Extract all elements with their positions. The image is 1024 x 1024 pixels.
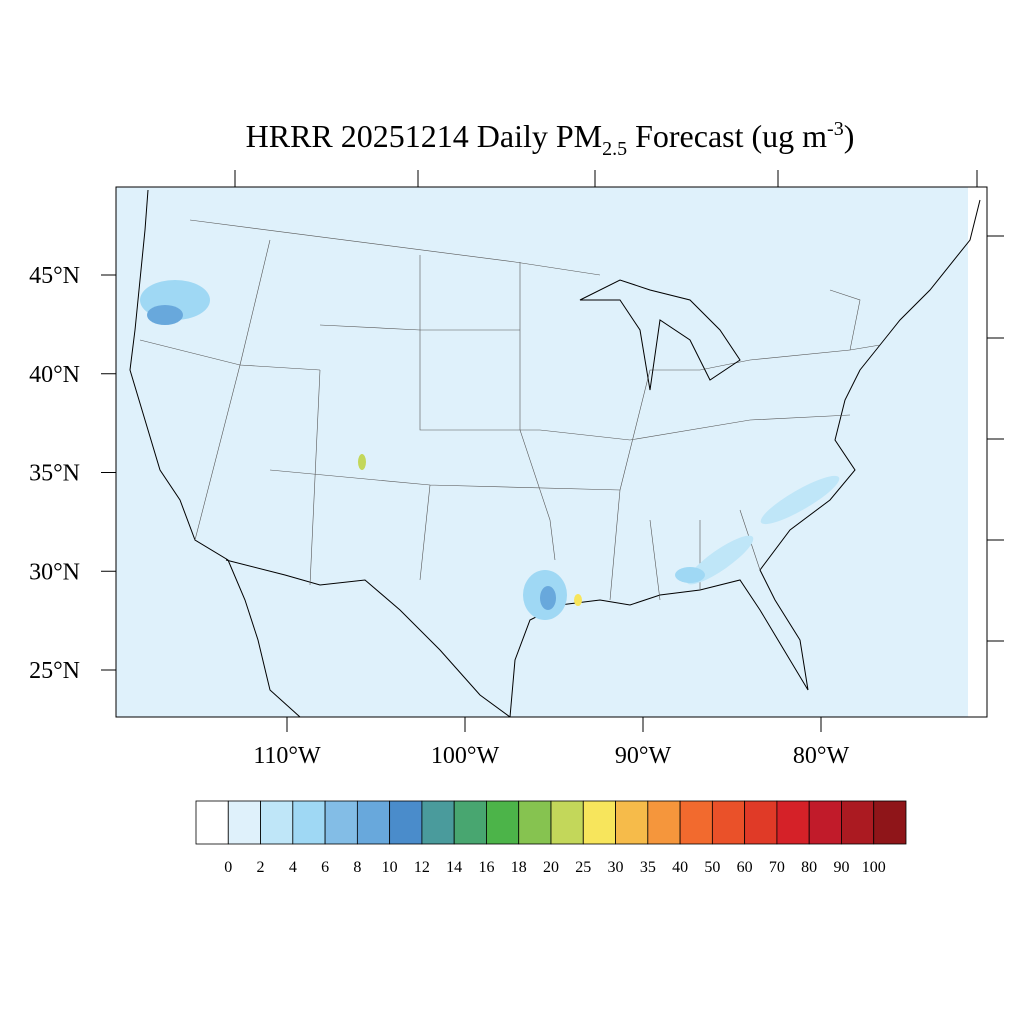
colorbar-box <box>518 800 552 845</box>
colorbar-box <box>260 800 294 845</box>
colorbar-label: 0 <box>224 859 232 876</box>
colorbar-box <box>195 800 229 845</box>
colorbar-label: 60 <box>737 859 753 876</box>
colorbar-label: 70 <box>769 859 785 876</box>
colorbar-label: 50 <box>704 859 720 876</box>
colorbar-label: 12 <box>414 859 430 876</box>
lat-label: 30°N <box>29 559 80 585</box>
colorbar-label: 90 <box>833 859 849 876</box>
lat-label: 40°N <box>29 362 80 388</box>
colorbar-box <box>292 800 326 845</box>
title: HRRR 20251214 Daily PM2.5 Forecast (ug m… <box>246 118 855 160</box>
map-edge <box>968 187 987 717</box>
pm-plumes <box>140 280 840 620</box>
colorbar-label: 80 <box>801 859 817 876</box>
colorbar-label: 10 <box>382 859 398 876</box>
projection-ticks <box>234 170 1004 642</box>
plume <box>675 567 705 583</box>
colorbar-label: 16 <box>478 859 494 876</box>
map-frame <box>115 186 988 718</box>
colorbar-box <box>453 800 487 845</box>
title-main: HRRR 20251214 Daily PM <box>246 118 602 154</box>
plume <box>540 586 556 610</box>
title-subscript: 2.5 <box>602 138 627 160</box>
colorbar-box <box>227 800 261 845</box>
title-superscript: -3 <box>827 118 844 140</box>
lon-label: 90°W <box>615 743 672 769</box>
colorbar-label: 4 <box>289 859 297 876</box>
map <box>115 170 1004 718</box>
colorbar-box <box>615 800 649 845</box>
colorbar-box <box>356 800 391 845</box>
plume <box>358 454 366 470</box>
colorbar-label: 2 <box>257 859 265 876</box>
colorbar-box <box>550 800 584 845</box>
colorbar-label: 30 <box>608 859 624 876</box>
colorbar-label: 100 <box>862 859 886 876</box>
state-borders <box>139 219 881 601</box>
map-background <box>116 187 987 717</box>
colorbar-box <box>744 800 778 845</box>
axis-ticks: 45°N 40°N 35°N 30°N 25°N 110°W 100°W 90°W 80°W <box>29 263 849 769</box>
colorbar: 0 2 4 6 8 10 12 14 16 18 20 25 30 35 40 50 60 70 80 90 100 <box>195 800 907 876</box>
lat-label: 35°N <box>29 461 80 487</box>
colorbar-box <box>679 800 713 845</box>
colorbar-box <box>711 800 746 845</box>
colorbar-box <box>776 800 810 845</box>
colorbar-box <box>389 800 423 845</box>
plume <box>760 475 840 525</box>
title-end: ) <box>844 118 855 154</box>
lon-label: 100°W <box>431 743 500 769</box>
colorbar-box <box>421 800 455 845</box>
coastline <box>129 189 981 718</box>
colorbar-label: 40 <box>672 859 688 876</box>
colorbar-box <box>873 800 907 845</box>
colorbar-box <box>324 800 358 845</box>
colorbar-box <box>841 800 875 845</box>
colorbar-label: 14 <box>446 859 462 876</box>
colorbar-box <box>647 800 681 845</box>
colorbar-box <box>808 800 842 845</box>
colorbar-label: 35 <box>640 859 656 876</box>
lon-label: 110°W <box>253 743 321 769</box>
lon-label: 80°W <box>793 743 850 769</box>
colorbar-label: 6 <box>321 859 329 876</box>
colorbar-label: 8 <box>353 859 361 876</box>
lat-label: 25°N <box>29 658 80 684</box>
plume <box>574 594 582 606</box>
title-middle: Forecast (ug m <box>627 118 827 154</box>
colorbar-label: 18 <box>511 859 527 876</box>
colorbar-label: 25 <box>575 859 591 876</box>
colorbar-label: 20 <box>543 859 559 876</box>
colorbar-box <box>582 800 616 845</box>
great-lakes <box>579 279 741 391</box>
plume <box>147 305 183 325</box>
lat-label: 45°N <box>29 263 80 289</box>
colorbar-box <box>486 800 520 845</box>
